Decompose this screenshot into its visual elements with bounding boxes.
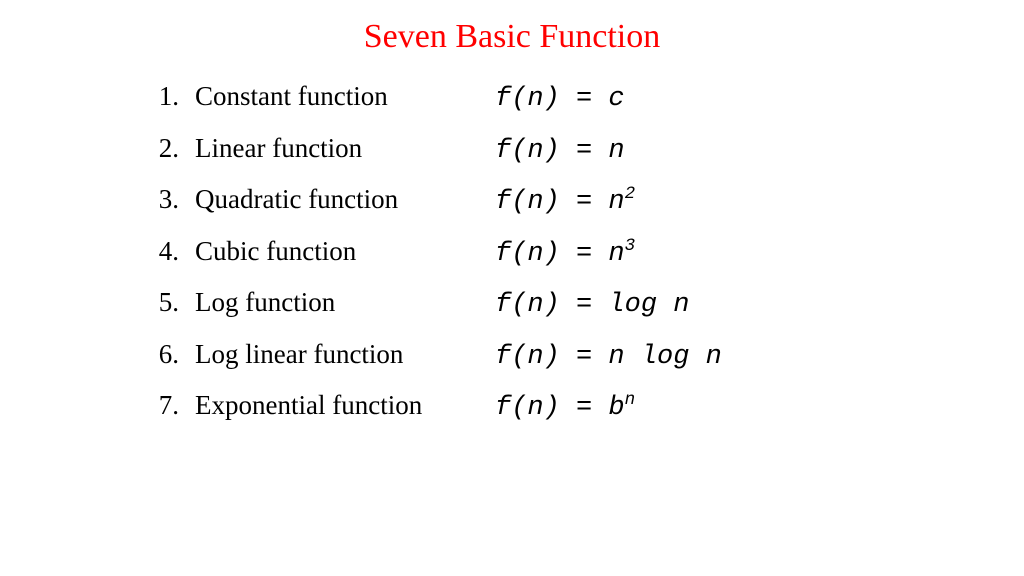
list-item: 5. Log function f(n) = log n [150,282,1024,326]
list-number: 4. [150,231,195,272]
list-number: 1. [150,76,195,117]
list-label: Log function [195,282,495,323]
list-item: 1. Constant function f(n) = c [150,76,1024,120]
list-label: Quadratic function [195,179,495,220]
function-list: 1. Constant function f(n) = c 2. Linear … [0,76,1024,429]
list-number: 3. [150,179,195,220]
list-formula: f(n) = n log n [495,336,722,378]
list-label: Constant function [195,76,495,117]
list-number: 7. [150,385,195,426]
list-formula: f(n) = c [495,78,625,120]
list-number: 5. [150,282,195,323]
list-item: 3. Quadratic function f(n) = n2 [150,179,1024,223]
list-label: Exponential function [195,385,495,426]
list-number: 6. [150,334,195,375]
list-label: Cubic function [195,231,495,272]
page-title: Seven Basic Function [0,18,1024,56]
list-item: 7. Exponential function f(n) = bn [150,385,1024,429]
list-formula: f(n) = bn [495,387,635,429]
list-formula: f(n) = n [495,130,625,172]
list-label: Linear function [195,128,495,169]
list-number: 2. [150,128,195,169]
list-item: 2. Linear function f(n) = n [150,128,1024,172]
list-item: 4. Cubic function f(n) = n3 [150,231,1024,275]
list-label: Log linear function [195,334,495,375]
list-formula: f(n) = n3 [495,233,635,275]
list-formula: f(n) = n2 [495,181,635,223]
list-formula: f(n) = log n [495,284,689,326]
list-item: 6. Log linear function f(n) = n log n [150,334,1024,378]
